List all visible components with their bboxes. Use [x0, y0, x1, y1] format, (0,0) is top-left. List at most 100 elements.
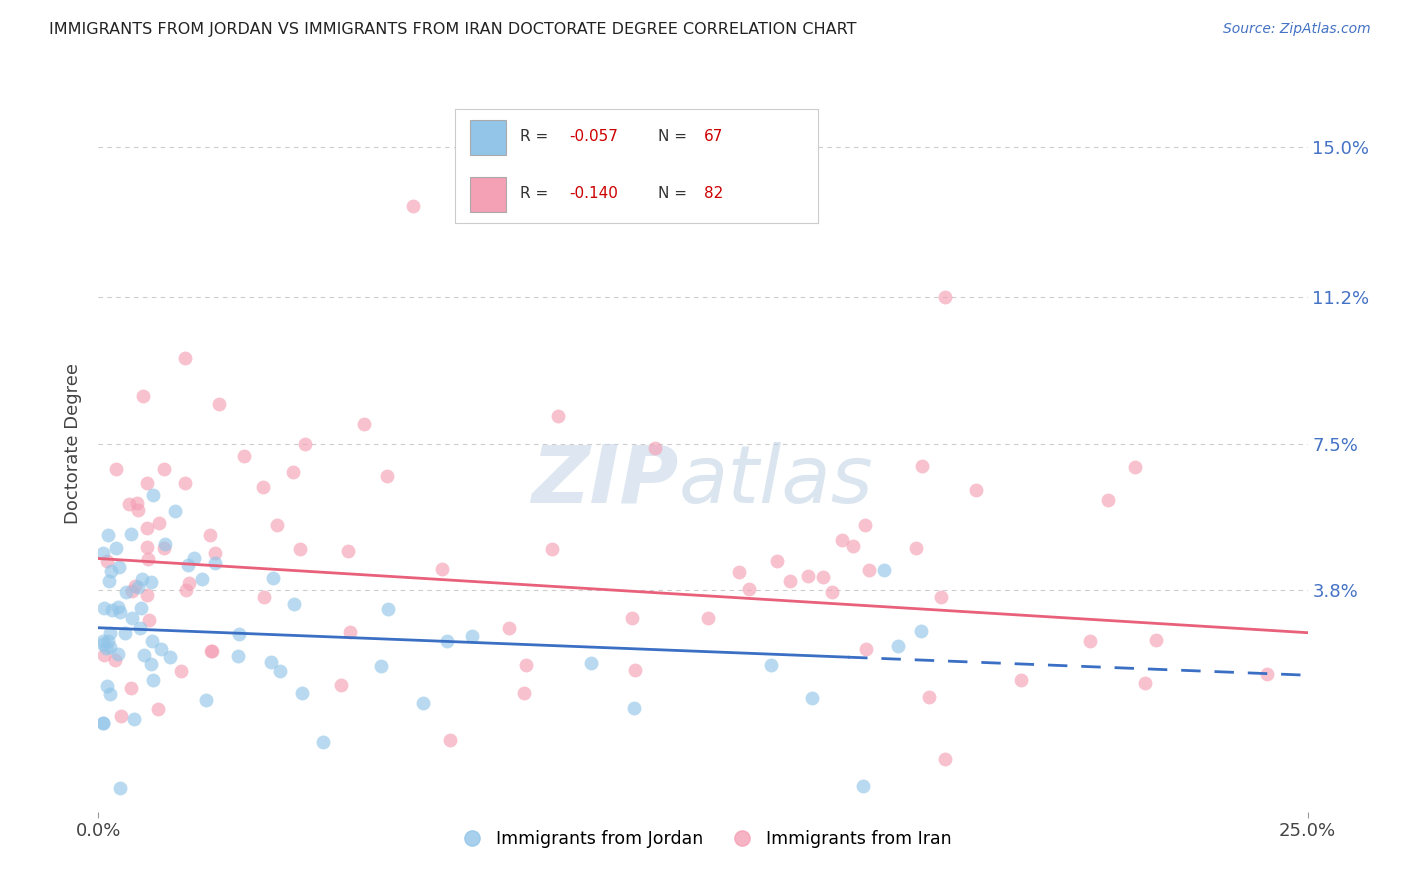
Point — [138, 613, 160, 627]
Point — [1133, 675, 1156, 690]
Point — [831, 533, 853, 547]
Point — [121, 611, 143, 625]
Point — [541, 541, 564, 556]
Point — [262, 571, 284, 585]
Point — [153, 541, 176, 556]
Point — [842, 539, 865, 553]
Point — [110, 709, 132, 723]
Point — [738, 582, 761, 596]
Point — [513, 686, 536, 700]
Point — [853, 518, 876, 533]
Point — [283, 597, 305, 611]
Point — [697, 611, 720, 625]
Point — [114, 625, 136, 640]
Point — [153, 462, 176, 476]
Point — [412, 696, 434, 710]
Point — [204, 556, 226, 570]
Point — [336, 544, 359, 558]
Point — [727, 566, 749, 580]
Point — [779, 574, 801, 588]
Point — [127, 580, 149, 594]
Point — [918, 690, 941, 704]
Point — [547, 409, 569, 423]
Point — [191, 572, 214, 586]
Point — [821, 585, 844, 599]
Point — [91, 634, 114, 648]
Point — [148, 516, 170, 530]
Point — [141, 634, 163, 648]
Point — [122, 712, 145, 726]
Point — [94, 640, 117, 655]
Point — [801, 690, 824, 705]
Point — [91, 716, 114, 731]
Point — [121, 583, 143, 598]
Point — [873, 563, 896, 577]
Point — [852, 779, 875, 793]
Point — [155, 536, 177, 550]
Point — [131, 572, 153, 586]
Point — [288, 541, 311, 556]
Point — [330, 678, 353, 692]
Point — [904, 541, 927, 556]
Point — [97, 634, 120, 648]
Point — [402, 199, 425, 213]
Point — [93, 601, 115, 615]
Point — [118, 497, 141, 511]
Point — [108, 780, 131, 795]
Point — [98, 626, 121, 640]
Point — [104, 541, 127, 555]
Point — [260, 655, 283, 669]
Point — [910, 459, 932, 474]
Text: Source: ZipAtlas.com: Source: ZipAtlas.com — [1223, 22, 1371, 37]
Point — [232, 449, 254, 463]
Point — [107, 647, 129, 661]
Point — [150, 641, 173, 656]
Point — [370, 659, 392, 673]
Point — [621, 610, 644, 624]
Point — [811, 570, 834, 584]
Point — [965, 483, 987, 497]
Point — [101, 602, 124, 616]
Point — [934, 290, 956, 304]
Point — [139, 657, 162, 671]
Point — [579, 657, 602, 671]
Point — [98, 640, 121, 654]
Point — [252, 480, 274, 494]
Point — [858, 563, 880, 577]
Point — [766, 553, 789, 567]
Point — [129, 600, 152, 615]
Point — [129, 621, 152, 635]
Point — [1097, 493, 1119, 508]
Point — [887, 639, 910, 653]
Point — [127, 503, 149, 517]
Point — [100, 564, 122, 578]
Point — [134, 648, 156, 662]
Point — [136, 552, 159, 566]
Point — [252, 590, 274, 604]
Point — [515, 658, 537, 673]
Point — [142, 488, 165, 502]
Point — [339, 625, 361, 640]
Point — [146, 702, 169, 716]
Point — [430, 562, 453, 576]
Point — [436, 634, 458, 648]
Y-axis label: Doctorate Degree: Doctorate Degree — [65, 363, 83, 524]
Point — [929, 590, 952, 604]
Point — [461, 629, 484, 643]
Point — [174, 351, 197, 366]
Point — [1256, 667, 1278, 681]
Point — [131, 389, 153, 403]
Point — [120, 681, 142, 695]
Point — [377, 602, 399, 616]
Point — [498, 621, 520, 635]
Point — [177, 576, 200, 591]
Point — [108, 605, 131, 619]
Point — [266, 518, 288, 533]
Point — [174, 476, 197, 491]
Point — [183, 551, 205, 566]
Point — [120, 527, 142, 541]
Point — [200, 644, 222, 658]
Point — [623, 701, 645, 715]
Point — [124, 579, 146, 593]
Point — [294, 437, 316, 451]
